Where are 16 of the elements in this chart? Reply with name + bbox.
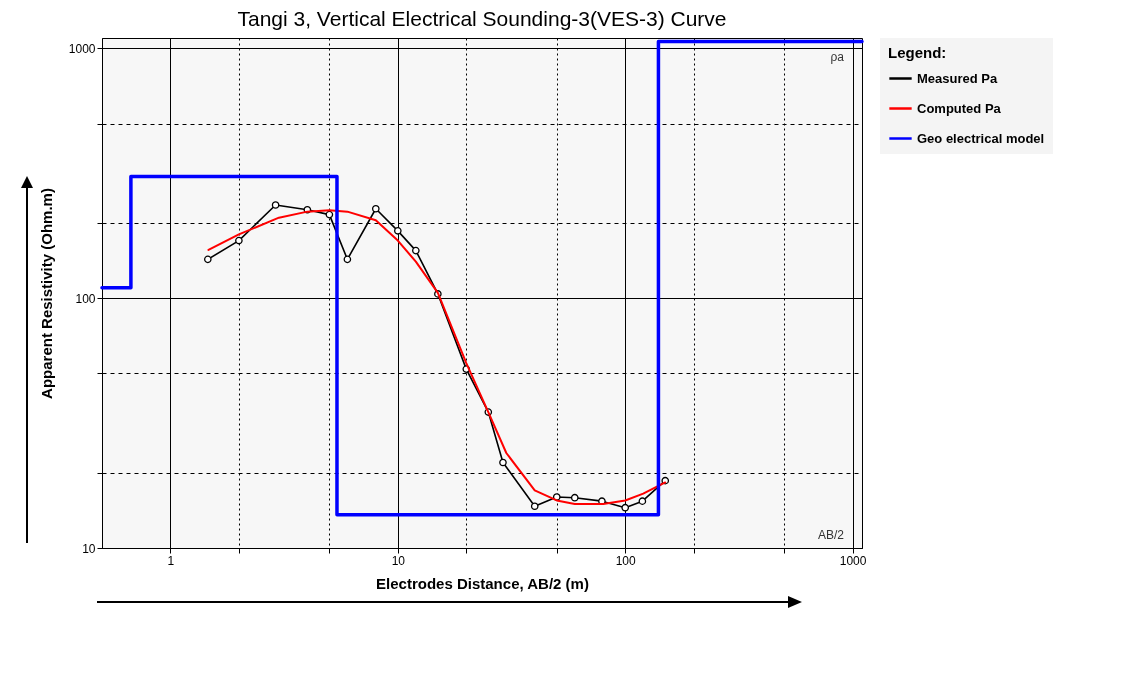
y-axis-title: Apparent Resistivity (Ohm.m) — [37, 188, 55, 399]
legend-label: Computed Pa — [917, 100, 1002, 116]
y-tick-label: 10 — [82, 541, 96, 556]
annotation: ρa — [830, 50, 845, 64]
annotation: AB/2 — [817, 528, 845, 542]
x-axis-title: Electrodes Distance, AB/2 (m) — [376, 574, 589, 592]
legend-label: Measured Pa — [917, 70, 998, 86]
x-tick-label: 1000 — [839, 553, 867, 568]
y-tick-label: 100 — [75, 291, 96, 306]
legend-label: Geo electrical model — [917, 130, 1045, 146]
legend-title: Legend: — [888, 44, 947, 61]
chart-title: Tangi 3, Vertical Electrical Sounding-3(VES-3) Curve — [237, 7, 727, 30]
x-tick-label: 1 — [167, 553, 175, 568]
y-tick-label: 1000 — [68, 41, 96, 56]
x-tick-label: 100 — [615, 553, 637, 568]
x-tick-label: 10 — [391, 553, 406, 568]
